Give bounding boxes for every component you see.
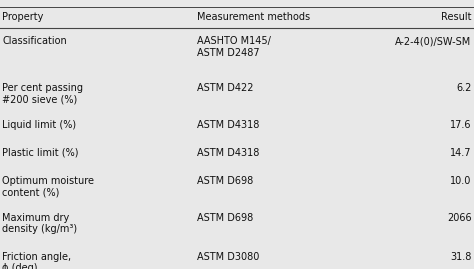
Text: Maximum dry
density (kg/m³): Maximum dry density (kg/m³): [2, 213, 77, 234]
Text: Per cent passing
#200 sieve (%): Per cent passing #200 sieve (%): [2, 83, 83, 105]
Text: Optimum moisture
content (%): Optimum moisture content (%): [2, 176, 94, 198]
Text: Measurement methods: Measurement methods: [197, 12, 310, 22]
Text: 14.7: 14.7: [450, 148, 472, 158]
Text: 10.0: 10.0: [450, 176, 472, 186]
Text: ASTM D3080: ASTM D3080: [197, 252, 259, 261]
Text: Property: Property: [2, 12, 44, 22]
Text: A-2-4(0)/SW-SM: A-2-4(0)/SW-SM: [395, 36, 472, 46]
Text: ASTM D422: ASTM D422: [197, 83, 253, 93]
Text: 2066: 2066: [447, 213, 472, 222]
Text: ASTM D4318: ASTM D4318: [197, 148, 259, 158]
Text: 17.6: 17.6: [450, 120, 472, 130]
Text: Classification: Classification: [2, 36, 67, 46]
Text: Result: Result: [441, 12, 472, 22]
Text: Plastic limit (%): Plastic limit (%): [2, 148, 79, 158]
Text: Liquid limit (%): Liquid limit (%): [2, 120, 76, 130]
Text: ASTM D4318: ASTM D4318: [197, 120, 259, 130]
Text: 6.2: 6.2: [456, 83, 472, 93]
Text: 31.8: 31.8: [450, 252, 472, 261]
Text: Friction angle,
ϕ (deg): Friction angle, ϕ (deg): [2, 252, 72, 269]
Text: AASHTO M145/
ASTM D2487: AASHTO M145/ ASTM D2487: [197, 36, 271, 58]
Text: ASTM D698: ASTM D698: [197, 176, 253, 186]
Text: ASTM D698: ASTM D698: [197, 213, 253, 222]
